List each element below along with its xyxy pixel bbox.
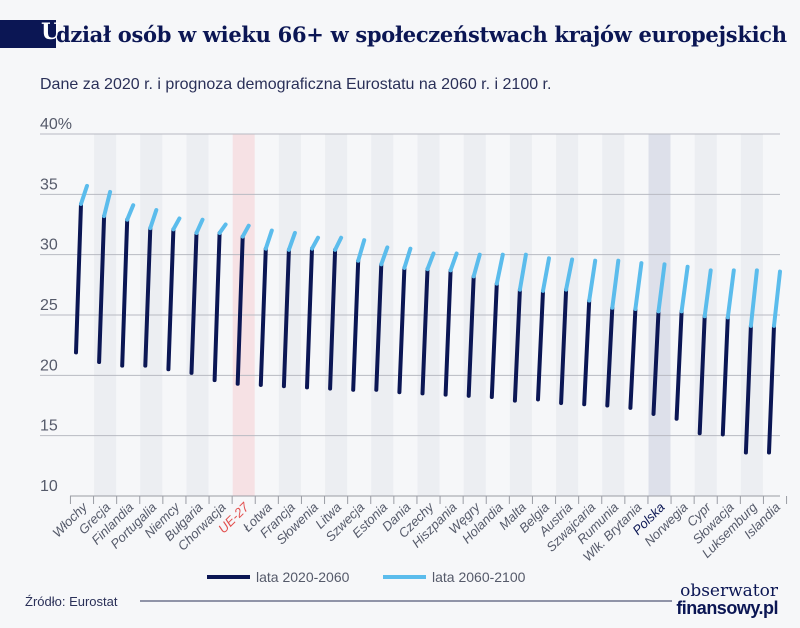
segment-2020-2060 [536, 288, 545, 402]
segment-2060-2100 [310, 235, 320, 251]
segment-2060-2100 [564, 257, 575, 292]
segment-2060-2100 [748, 268, 759, 328]
segment-2060-2100 [702, 268, 713, 319]
segment-2060-2100 [125, 203, 136, 222]
segment-2020-2060 [605, 305, 615, 408]
segment-2020-2060 [489, 281, 499, 400]
segment-2020-2060 [720, 315, 730, 437]
segment-2060-2100 [240, 223, 251, 239]
segment-2020-2060 [466, 274, 476, 398]
segment-2020-2060 [212, 230, 222, 383]
segment-2060-2100 [448, 251, 459, 273]
segment-2060-2100 [79, 183, 89, 206]
segment-2060-2100 [148, 208, 159, 231]
chart-subtitle: Dane za 2020 r. i prognoza demograficzna… [40, 76, 552, 93]
segment-2020-2060 [697, 314, 707, 436]
y-tick-label: 20 [40, 357, 58, 374]
legend-label-2060-2100: lata 2060-2100 [432, 569, 526, 585]
y-tick-label: 25 [40, 297, 58, 314]
segment-2060-2100 [772, 269, 782, 328]
segment-2020-2060 [143, 226, 153, 368]
title-first-letter: U [41, 19, 61, 45]
y-tick-label: 40% [40, 116, 72, 133]
segment-2020-2060 [328, 247, 338, 391]
segment-2020-2060 [235, 234, 245, 386]
chart-title: U dział osób w wieku 66+ w społeczeństwa… [0, 19, 787, 48]
segment-2060-2100 [633, 261, 644, 311]
segment-2020-2060 [281, 247, 291, 389]
segment-2020-2060 [674, 309, 684, 421]
segment-2020-2060 [743, 323, 753, 455]
segment-2060-2100 [679, 264, 690, 314]
legend-label-2020-2060: lata 2020-2060 [256, 569, 350, 585]
y-tick-label: 15 [40, 418, 58, 435]
segment-2060-2100 [517, 252, 528, 292]
segment-2020-2060 [74, 201, 83, 355]
segment-2060-2100 [541, 256, 551, 293]
segment-2020-2060 [582, 298, 592, 407]
segment-2060-2100 [286, 230, 297, 252]
segment-2060-2100 [171, 216, 182, 232]
segment-2020-2060 [420, 267, 430, 396]
segment-2060-2100 [425, 251, 436, 272]
segment-2020-2060 [166, 227, 176, 372]
segment-2060-2100 [333, 235, 344, 252]
segment-2020-2060 [512, 287, 522, 403]
segment-2020-2060 [628, 306, 638, 410]
segment-2020-2060 [258, 246, 268, 387]
segment-2060-2100 [356, 238, 367, 263]
y-tick-label: 30 [40, 237, 58, 254]
segment-2060-2100 [610, 258, 621, 310]
segment-2060-2100 [263, 228, 274, 251]
logo-line1: obserwator [680, 581, 778, 601]
y-tick-label: 10 [40, 478, 58, 495]
segment-2020-2060 [443, 268, 453, 397]
segment-2060-2100 [587, 258, 598, 303]
segment-2060-2100 [194, 217, 205, 235]
segment-2020-2060 [397, 265, 407, 395]
segment-2060-2100 [402, 246, 413, 270]
segment-2060-2100 [102, 189, 113, 219]
segment-2020-2060 [351, 258, 361, 392]
y-tick-label: 35 [40, 176, 58, 193]
segment-2020-2060 [559, 287, 569, 406]
segment-2020-2060 [651, 309, 661, 416]
logo-line2: finansowy.pl [676, 598, 778, 618]
title-text: dział osób w wieku 66+ w społeczeństwach… [56, 21, 787, 47]
segment-2060-2100 [471, 252, 482, 279]
source-note: Źródło: Eurostat [25, 594, 118, 609]
title-accent-box [0, 20, 56, 48]
segment-2060-2100 [379, 245, 390, 267]
segment-2020-2060 [374, 262, 384, 392]
segment-2020-2060 [305, 246, 314, 390]
segment-2020-2060 [767, 323, 776, 455]
segment-2020-2060 [97, 214, 107, 365]
segment-2060-2100 [217, 222, 228, 235]
logo: obserwator finansowy.pl [676, 581, 778, 618]
segment-2060-2100 [656, 262, 667, 314]
segment-2020-2060 [120, 217, 130, 368]
segment-2060-2100 [725, 268, 736, 320]
segment-2020-2060 [189, 230, 199, 375]
segment-2060-2100 [494, 252, 505, 286]
